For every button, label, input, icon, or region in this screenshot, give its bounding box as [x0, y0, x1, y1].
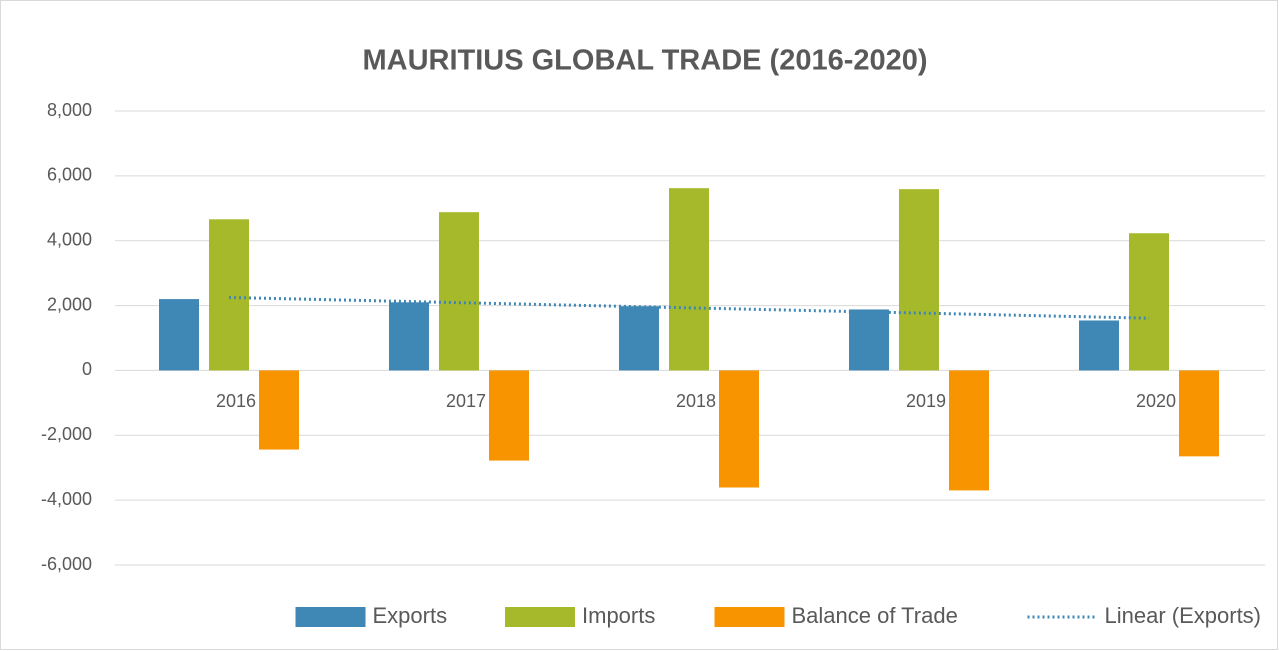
y-tick-label: -2,000 [41, 424, 92, 444]
bar [619, 306, 659, 371]
trend-line [228, 295, 1150, 320]
bar [439, 212, 479, 371]
bar [159, 299, 199, 371]
legend-label: Imports [582, 603, 655, 628]
bar [949, 370, 989, 491]
legend-swatch [505, 607, 575, 627]
bar [669, 188, 709, 371]
legend-label: Balance of Trade [792, 603, 958, 628]
x-tick-label: 2020 [1136, 391, 1176, 411]
y-tick-label: 2,000 [47, 294, 92, 314]
legend-label: Linear (Exports) [1105, 603, 1262, 628]
bar [849, 309, 889, 371]
y-tick-label: -6,000 [41, 554, 92, 574]
bar [1129, 233, 1169, 371]
bar [259, 370, 299, 450]
bar [1179, 370, 1219, 457]
bar [389, 302, 429, 371]
chart-title: MAURITIUS GLOBAL TRADE (2016-2020) [362, 45, 927, 77]
bar [209, 219, 249, 371]
y-tick-label: 8,000 [47, 100, 92, 120]
y-tick-label: -4,000 [41, 489, 92, 509]
legend-swatch [295, 607, 366, 627]
x-tick-label: 2019 [906, 391, 946, 411]
x-tick-label: 2018 [676, 391, 716, 411]
y-tick-label: 4,000 [47, 229, 92, 249]
legend-swatch [714, 607, 785, 627]
y-tick-label: 6,000 [47, 165, 92, 185]
bar [1079, 320, 1119, 371]
y-tick-label: 0 [82, 359, 92, 379]
bar [489, 370, 529, 461]
legend-label: Exports [373, 603, 448, 628]
bar [899, 189, 939, 371]
bar [719, 370, 759, 488]
x-tick-label: 2016 [216, 391, 256, 411]
x-tick-label: 2017 [446, 391, 486, 411]
legend: Exports Imports Balance of Trade Linear (Ex… [295, 603, 1262, 628]
